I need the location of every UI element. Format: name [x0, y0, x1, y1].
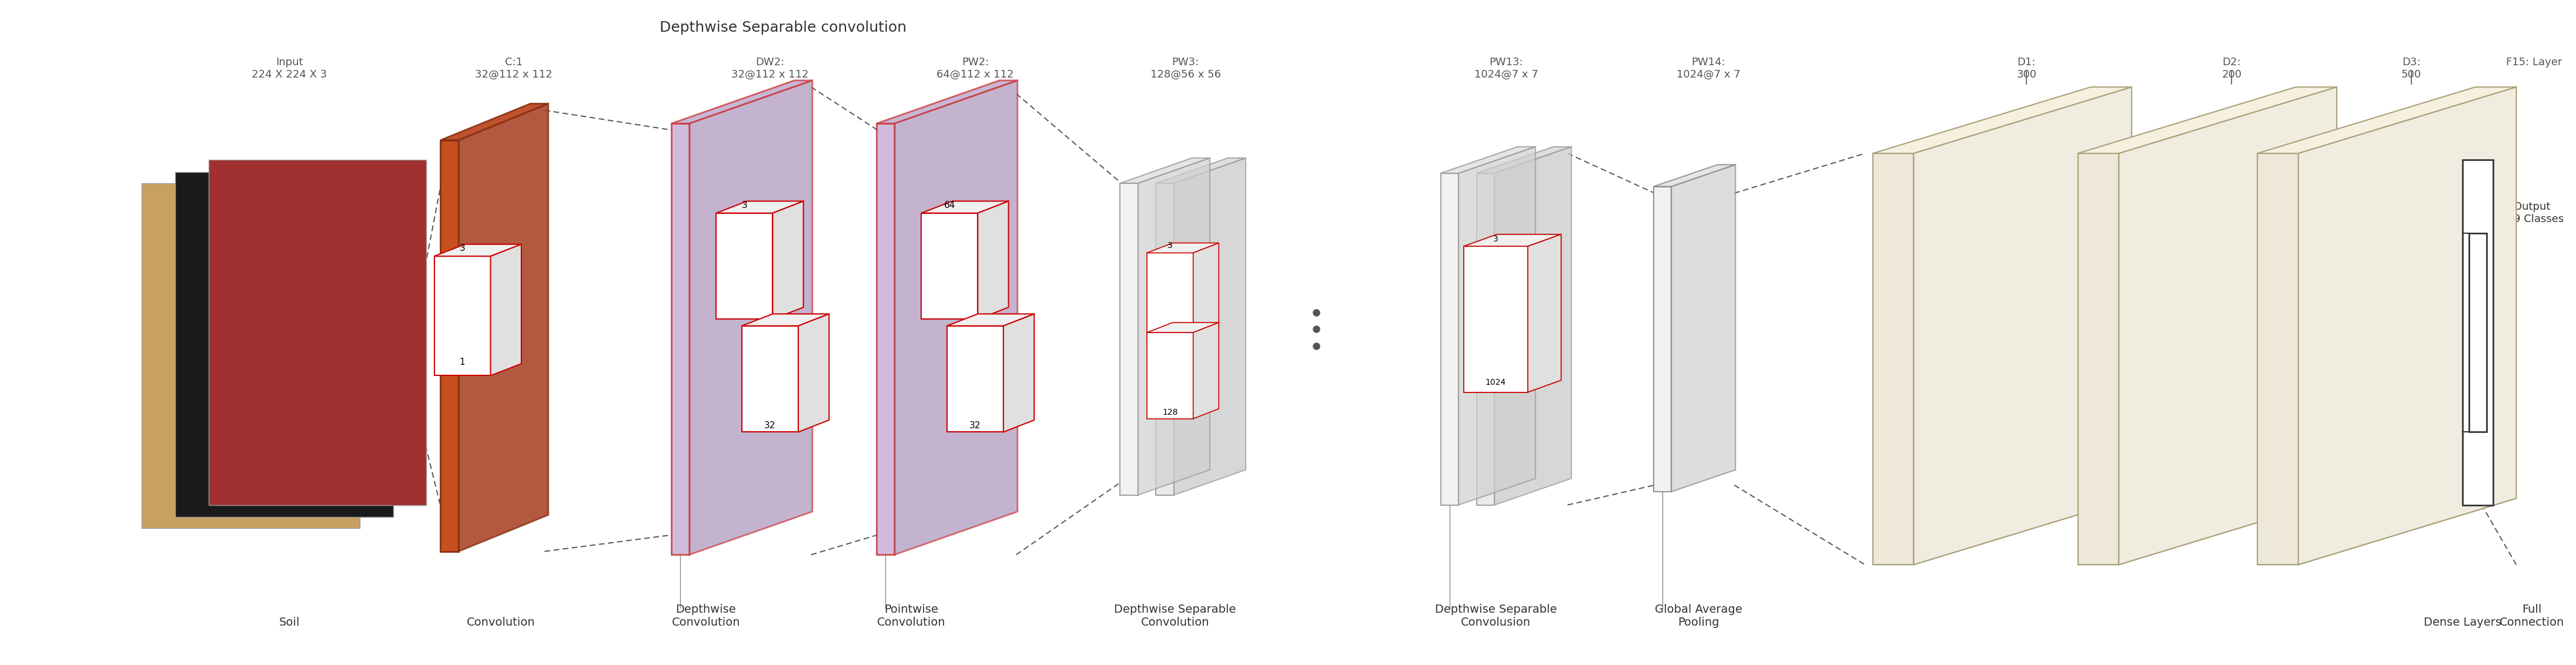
Polygon shape: [1157, 184, 1175, 495]
Text: DW2:
32@112 x 112: DW2: 32@112 x 112: [732, 57, 809, 80]
Text: Pointwise
Convolution: Pointwise Convolution: [876, 604, 945, 628]
Polygon shape: [1139, 158, 1211, 495]
Polygon shape: [1654, 165, 1736, 187]
Polygon shape: [459, 104, 549, 551]
Polygon shape: [440, 104, 549, 140]
Text: Depthwise Separable
Convolusion: Depthwise Separable Convolusion: [1435, 604, 1556, 628]
Polygon shape: [690, 80, 811, 555]
Text: 3: 3: [1494, 235, 1499, 243]
Text: Output
9 Classes: Output 9 Classes: [2514, 201, 2563, 225]
Bar: [142, 184, 361, 528]
Text: Input
224 X 224 X 3: Input 224 X 224 X 3: [252, 57, 327, 80]
Polygon shape: [922, 213, 979, 319]
Text: 3: 3: [459, 244, 466, 253]
Polygon shape: [1654, 187, 1672, 491]
Polygon shape: [2298, 87, 2517, 565]
Polygon shape: [742, 314, 829, 326]
Polygon shape: [716, 201, 804, 213]
Text: C:1
32@112 x 112: C:1 32@112 x 112: [474, 57, 551, 80]
Polygon shape: [2079, 87, 2336, 154]
Polygon shape: [2257, 498, 2517, 565]
Text: Depthwise Separable
Convolution: Depthwise Separable Convolution: [1115, 604, 1236, 628]
Polygon shape: [1873, 154, 1914, 565]
Text: PW13:
1024@7 x 7: PW13: 1024@7 x 7: [1473, 57, 1538, 80]
Polygon shape: [1175, 158, 1247, 495]
Bar: [175, 172, 394, 517]
Polygon shape: [1146, 332, 1193, 419]
Text: Depthwise
Convolution: Depthwise Convolution: [672, 604, 739, 628]
Polygon shape: [2120, 87, 2336, 565]
Polygon shape: [1494, 147, 1571, 505]
Polygon shape: [1463, 246, 1528, 392]
Polygon shape: [2079, 154, 2120, 565]
Polygon shape: [979, 201, 1010, 319]
Polygon shape: [1528, 234, 1561, 392]
Text: Depthwise Separable convolution: Depthwise Separable convolution: [659, 21, 907, 35]
Polygon shape: [1914, 87, 2133, 565]
Polygon shape: [435, 256, 489, 376]
Text: 3: 3: [1167, 241, 1172, 249]
Polygon shape: [922, 201, 1010, 213]
Polygon shape: [440, 140, 459, 551]
Polygon shape: [1121, 158, 1211, 184]
Text: D1:
300: D1: 300: [2017, 57, 2038, 80]
Text: 3: 3: [742, 201, 747, 209]
Polygon shape: [742, 326, 799, 432]
Polygon shape: [1873, 87, 2133, 154]
Polygon shape: [876, 80, 1018, 124]
Polygon shape: [1146, 243, 1218, 253]
Polygon shape: [1458, 147, 1535, 505]
Polygon shape: [799, 314, 829, 432]
Polygon shape: [2079, 498, 2336, 565]
Text: Soil: Soil: [278, 616, 299, 628]
Polygon shape: [2257, 87, 2517, 154]
Polygon shape: [1146, 323, 1218, 332]
Polygon shape: [1146, 253, 1193, 339]
Bar: [209, 160, 428, 505]
Polygon shape: [1005, 314, 1033, 432]
Polygon shape: [2257, 154, 2298, 565]
Text: 1: 1: [459, 358, 466, 367]
Polygon shape: [1463, 234, 1561, 246]
Polygon shape: [1440, 147, 1535, 174]
Text: 64: 64: [943, 201, 956, 209]
Text: Dense Layers: Dense Layers: [2424, 616, 2501, 628]
Polygon shape: [716, 213, 773, 319]
Polygon shape: [1873, 498, 2133, 565]
Polygon shape: [1476, 147, 1571, 174]
Polygon shape: [948, 326, 1005, 432]
Text: PW2:
64@112 x 112: PW2: 64@112 x 112: [938, 57, 1015, 80]
Text: 32: 32: [969, 421, 981, 430]
Text: F15: Layer: F15: Layer: [2506, 57, 2563, 68]
Polygon shape: [1476, 174, 1494, 505]
Text: D3:
500: D3: 500: [2401, 57, 2421, 80]
Polygon shape: [876, 124, 894, 555]
Polygon shape: [1193, 243, 1218, 339]
Polygon shape: [672, 80, 811, 124]
Polygon shape: [489, 244, 520, 376]
Text: Full
Connection: Full Connection: [2499, 604, 2563, 628]
Text: 128: 128: [1162, 408, 1177, 416]
Bar: [2468, 233, 2486, 432]
Text: Convolution: Convolution: [466, 616, 536, 628]
Polygon shape: [1672, 165, 1736, 491]
Text: 1024: 1024: [1486, 378, 1507, 386]
Polygon shape: [1193, 323, 1218, 419]
Polygon shape: [1157, 158, 1247, 184]
Polygon shape: [894, 80, 1018, 555]
Text: PW14:
1024@7 x 7: PW14: 1024@7 x 7: [1677, 57, 1741, 80]
Polygon shape: [672, 124, 690, 555]
Text: Global Average
Pooling: Global Average Pooling: [1654, 604, 1741, 628]
Polygon shape: [773, 201, 804, 319]
Text: 32: 32: [765, 421, 775, 430]
Text: D2:
200: D2: 200: [2221, 57, 2241, 80]
Polygon shape: [1440, 174, 1458, 505]
Text: PW3:
128@56 x 56: PW3: 128@56 x 56: [1151, 57, 1221, 80]
Polygon shape: [435, 244, 520, 256]
Polygon shape: [948, 314, 1033, 326]
Polygon shape: [1121, 184, 1139, 495]
Bar: [2463, 160, 2494, 505]
